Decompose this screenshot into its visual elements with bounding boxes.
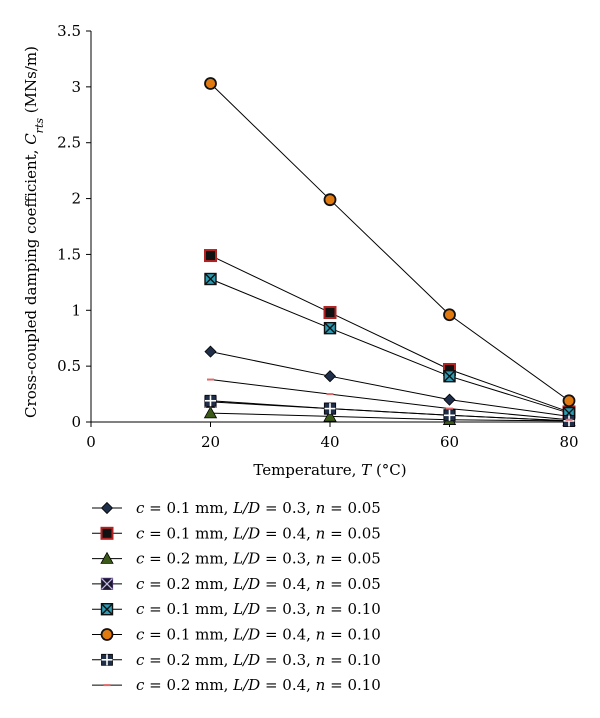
x-tick-label: 60: [440, 433, 459, 451]
legend-item-4: c = 0.2 mm, L/D = 0.4, n = 0.05: [92, 575, 381, 593]
y-tick-label: 0.5: [57, 357, 81, 375]
asterisk-cross-b: [204, 273, 217, 286]
y-tick-label: 1.5: [57, 245, 81, 263]
y-tick-label: 3.5: [57, 22, 81, 40]
circle-marker: [323, 193, 337, 207]
asterisk-cross-b: [443, 370, 456, 383]
y-tick-label: 1: [71, 301, 81, 319]
x-axis-title-var: T: [361, 461, 372, 479]
circle-marker: [443, 308, 456, 322]
y-axis-title-var: C: [22, 133, 40, 145]
legend-label: c = 0.1 mm, L/D = 0.4, n = 0.10: [136, 626, 381, 644]
data-point: [100, 526, 114, 540]
y-axis-title-post: (MNs/m): [22, 46, 40, 118]
series-line: [210, 83, 570, 402]
legend-item-3: c = 0.2 mm, L/D = 0.3, n = 0.05: [92, 550, 381, 568]
diamond-marker: [323, 370, 337, 383]
legend-label: c = 0.2 mm, L/D = 0.3, n = 0.05: [136, 550, 381, 568]
series-line: [210, 351, 570, 417]
circle-marker: [204, 77, 217, 90]
legend: c = 0.1 mm, L/D = 0.3, n = 0.05 c = 0.1 m…: [92, 499, 381, 694]
data-point: [323, 193, 337, 207]
data-point: [563, 414, 575, 427]
data-point: [100, 551, 114, 564]
square-marker: [204, 249, 217, 263]
asterisk-cross-b: [101, 603, 113, 616]
diamond-marker: [204, 345, 217, 358]
series-1: [204, 345, 576, 423]
data-point: [323, 321, 337, 335]
data-point: [204, 345, 217, 358]
series-line: [210, 255, 570, 413]
data-point: [562, 394, 576, 408]
y-tick-label: 3: [71, 78, 81, 96]
data-point: [100, 628, 114, 641]
y-tick-label: 2: [71, 190, 81, 208]
y-tick-label: 2.5: [57, 134, 81, 152]
asterisk-cross-b: [324, 322, 336, 335]
x-tick-label: 80: [559, 433, 578, 451]
data-point: [101, 653, 113, 666]
series-2: [204, 249, 576, 419]
legend-label: c = 0.2 mm, L/D = 0.4, n = 0.10: [136, 676, 381, 694]
x-axis-title-post: (°C): [371, 461, 406, 479]
diamond-marker: [100, 501, 114, 515]
legend-label: c = 0.1 mm, L/D = 0.4, n = 0.05: [136, 524, 381, 542]
series-line: [210, 278, 570, 414]
xsquare-cross-b: [101, 577, 113, 590]
series-line: [210, 400, 570, 422]
x-tick-label: 40: [320, 433, 339, 451]
y-axis-title: Cross-coupled damping coefficient, Crts …: [22, 46, 46, 418]
y-tick-label: 0: [71, 413, 81, 431]
data-point: [324, 402, 336, 415]
x-axis-title: Temperature, T (°C): [253, 461, 406, 479]
diamond-marker: [443, 393, 456, 406]
circle-marker: [562, 394, 576, 408]
data-point: [443, 369, 456, 383]
data-point: [100, 501, 114, 515]
data-point: [100, 603, 114, 616]
y-axis-title-pre: Cross-coupled damping coefficient,: [22, 145, 40, 418]
square-marker: [100, 526, 114, 540]
data-point: [323, 409, 337, 422]
y-axis-title-sub: rts: [33, 118, 46, 134]
data-point: [204, 249, 217, 263]
legend-item-1: c = 0.1 mm, L/D = 0.3, n = 0.05: [92, 499, 381, 517]
series-8: [207, 378, 573, 421]
series-7: [204, 394, 575, 427]
circle-marker: [100, 628, 114, 641]
series-5: [204, 272, 576, 420]
series-line: [210, 379, 570, 421]
triangle-marker: [203, 406, 218, 419]
series-line: [210, 412, 570, 422]
data-point: [203, 406, 218, 419]
data-point: [204, 77, 217, 90]
data-point: [323, 306, 337, 320]
x-tick-label: 20: [201, 433, 220, 451]
data-point: [443, 308, 456, 322]
data-point: [204, 394, 217, 407]
legend-item-5: c = 0.1 mm, L/D = 0.3, n = 0.10: [92, 600, 381, 618]
square-marker: [323, 306, 337, 320]
x-tick-label: 0: [86, 433, 96, 451]
triangle-marker: [100, 551, 114, 564]
triangle-marker: [323, 409, 337, 422]
data-point: [100, 577, 114, 591]
legend-label: c = 0.1 mm, L/D = 0.3, n = 0.05: [136, 499, 381, 517]
legend-label: c = 0.2 mm, L/D = 0.3, n = 0.10: [136, 651, 381, 669]
legend-item-7: c = 0.2 mm, L/D = 0.3, n = 0.10: [92, 651, 381, 669]
legend-item-2: c = 0.1 mm, L/D = 0.4, n = 0.05: [92, 524, 381, 542]
legend-item-8: c = 0.2 mm, L/D = 0.4, n = 0.10: [92, 676, 381, 694]
plot-area: 0 0.5 1 1.5 2 2.5 3 3.5 0 20 40 60 80: [57, 22, 578, 451]
series-6: [204, 77, 576, 408]
legend-item-6: c = 0.1 mm, L/D = 0.4, n = 0.10: [92, 626, 381, 644]
legend-label: c = 0.1 mm, L/D = 0.3, n = 0.10: [136, 600, 381, 618]
legend-label: c = 0.2 mm, L/D = 0.4, n = 0.05: [136, 575, 381, 593]
data-point: [323, 370, 337, 383]
data-point: [443, 409, 456, 422]
data-point: [443, 393, 456, 406]
data-point: [204, 272, 217, 286]
x-axis-title-pre: Temperature,: [253, 461, 361, 479]
